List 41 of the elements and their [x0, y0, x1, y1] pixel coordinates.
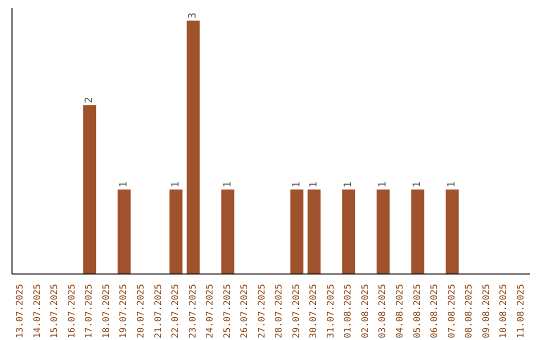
data-label: 1 [378, 182, 389, 188]
x-tick-label: 25.07.2025 [222, 284, 233, 338]
x-tick-label: 03.08.2025 [378, 284, 388, 338]
x-tick-label: 19.07.2025 [119, 284, 130, 338]
data-label: 1 [308, 182, 320, 188]
x-tick-label: 18.07.2025 [102, 284, 112, 338]
x-tick-label: 06.08.2025 [430, 284, 440, 338]
x-tick-label: 05.08.2025 [412, 284, 423, 338]
x-tick-label: 14.07.2025 [32, 284, 43, 338]
data-label: 1 [412, 182, 424, 188]
x-tick-label: 10.08.2025 [499, 284, 510, 338]
x-tick-label: 23.07.2025 [188, 284, 198, 338]
x-tick-label: 20.07.2025 [136, 284, 146, 338]
data-label: 3 [188, 12, 199, 19]
x-tick-label: 27.07.2025 [257, 284, 268, 338]
data-label: 1 [170, 182, 182, 188]
x-tick-label: 04.08.2025 [396, 284, 406, 338]
x-tick-label: 31.07.2025 [326, 284, 336, 338]
x-tick-label: 13.07.2025 [16, 284, 26, 338]
data-label: 1 [446, 182, 458, 188]
x-tick-label: 17.07.2025 [84, 284, 95, 338]
data-label: 2 [84, 97, 96, 104]
x-tick-label: 07.08.2025 [447, 284, 458, 338]
x-tick-label: 01.08.2025 [344, 284, 354, 338]
x-tick-label: 09.08.2025 [482, 284, 492, 338]
x-tick-label: 28.07.2025 [274, 284, 285, 338]
x-tick-label: 26.07.2025 [240, 284, 250, 338]
x-tick-label: 30.07.2025 [309, 284, 320, 338]
data-label: 1 [291, 182, 302, 188]
x-tick-label: 02.08.2025 [360, 284, 371, 338]
data-label: 1 [343, 182, 354, 188]
x-tick-label: 22.07.2025 [171, 284, 182, 338]
x-tick-label: 11.08.2025 [516, 284, 526, 338]
data-label: 1 [222, 182, 234, 188]
x-tick-label: 24.07.2025 [206, 284, 216, 338]
x-tick-label: 29.07.2025 [292, 284, 302, 338]
x-tick-label: 15.07.2025 [50, 284, 60, 338]
x-tick-label: 21.07.2025 [154, 284, 164, 338]
data-label: 1 [118, 182, 130, 188]
x-tick-label: 16.07.2025 [67, 284, 78, 338]
x-tick-label: 08.08.2025 [464, 284, 475, 338]
